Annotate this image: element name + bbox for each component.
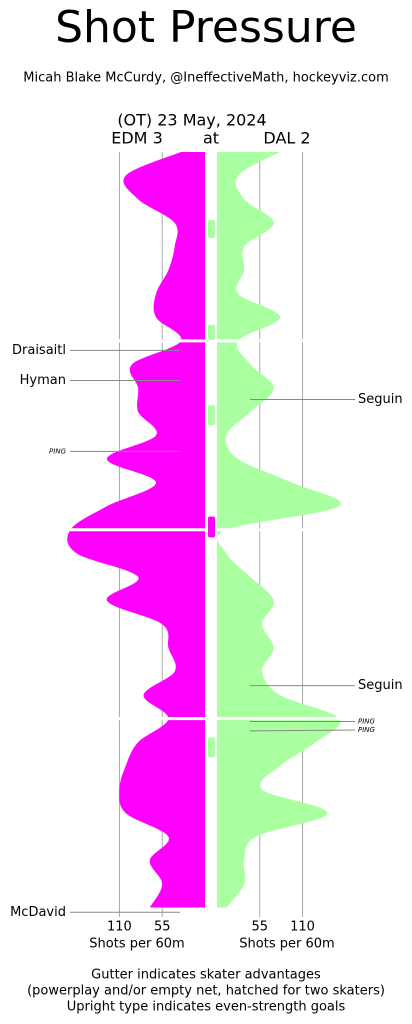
gutter-bar — [208, 324, 215, 340]
x-tick-label: 110 — [290, 920, 315, 935]
goal-label: Hyman — [20, 373, 66, 388]
goal-label: Seguin — [358, 392, 403, 407]
date-label: (OT) 23 May, 2024 — [117, 111, 266, 130]
chart-title: Shot Pressure — [55, 2, 357, 53]
goal-label: PING — [49, 447, 67, 455]
legend-label: EDM 3 — [111, 129, 163, 148]
chart-subtitle: Micah Blake McCurdy, @IneffectiveMath, h… — [23, 71, 389, 86]
goal-line — [249, 729, 356, 732]
x-tick-label: 55 — [154, 920, 171, 935]
goal-label: PING — [358, 718, 376, 726]
at-label: at — [203, 129, 219, 148]
legend-label: DAL 2 — [263, 129, 310, 148]
gutter-bar — [208, 220, 215, 238]
gutter-bar — [208, 516, 215, 538]
x-axis-label: Shots per 60m — [239, 937, 334, 952]
gutter-bar — [208, 405, 215, 425]
x-tick-label: 55 — [252, 920, 269, 935]
x-axis-label: Shots per 60m — [89, 937, 184, 952]
note: Upright type indicates even-strength goa… — [67, 1000, 346, 1015]
gutter-bar — [208, 737, 215, 758]
goal-label: Seguin — [358, 678, 403, 693]
goal-label: Draisaitl — [12, 343, 66, 358]
note: (powerplay and/or empty net, hatched for… — [27, 984, 385, 999]
goal-label: PING — [358, 726, 376, 734]
goal-label: McDavid — [10, 905, 66, 920]
note: Gutter indicates skater advantages — [91, 968, 321, 983]
x-tick-label: 110 — [107, 920, 132, 935]
